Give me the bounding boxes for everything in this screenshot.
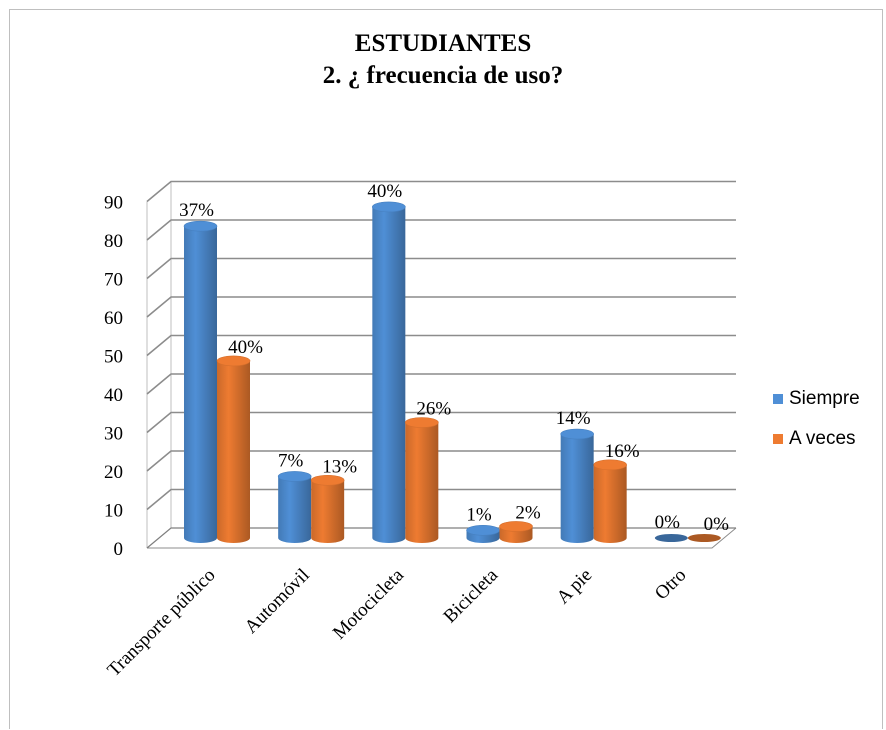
y-tick-label: 90 — [104, 193, 123, 214]
gridline — [146, 488, 736, 511]
gridline — [146, 296, 736, 318]
data-label-a-veces-otro: 0% — [704, 514, 730, 535]
gridline — [146, 257, 736, 280]
y-tick-label: 0 — [114, 539, 124, 560]
legend-swatch-a-veces — [773, 434, 783, 444]
category-label-otro: Otro — [651, 565, 690, 604]
category-label-automovil: Automóvil — [241, 565, 314, 638]
category-label-transporte-publico: Transporte público — [103, 565, 219, 681]
floor-edge — [147, 527, 737, 549]
y-tick-label: 30 — [104, 424, 123, 445]
chart-frame — [9, 9, 883, 729]
gridline — [146, 411, 736, 434]
category-label-a-pie: A pie — [553, 565, 597, 609]
bar-siempre-bicicleta — [466, 524, 500, 543]
chart-bars — [183, 201, 721, 543]
bar-siempre-otro — [654, 534, 688, 542]
chart-subtitle: 2. ¿ frecuencia de uso? — [322, 62, 564, 89]
data-label-siempre-automovil: 7% — [278, 450, 304, 471]
data-label-a-veces-motocicleta: 26% — [416, 399, 451, 420]
gridline — [146, 219, 736, 241]
y-axis-tick-labels: 0 10 20 30 40 50 60 70 80 90 — [104, 193, 123, 561]
bar-siempre-motocicleta — [372, 201, 406, 543]
chart-gridlines — [146, 180, 736, 549]
gridline — [146, 373, 736, 395]
bar-siempre-transporte-publico — [183, 220, 218, 543]
y-tick-label: 80 — [104, 231, 123, 252]
legend-label-a-veces: A veces — [789, 428, 856, 449]
legend-item-siempre[interactable]: Siempre — [773, 386, 860, 412]
y-tick-label: 60 — [104, 308, 123, 329]
y-tick-label: 50 — [104, 347, 123, 368]
y-tick-label: 40 — [104, 385, 123, 406]
data-label-a-veces-a-pie: 16% — [605, 441, 640, 462]
data-labels: 37% 40% 7% 13% 40% 26% 1% 2% 14% 16% 0% 0% — [179, 181, 729, 535]
chart-legend: Siempre A veces — [773, 386, 860, 466]
data-label-a-veces-bicicleta: 2% — [515, 502, 541, 523]
chart-title: ESTUDIANTES — [354, 30, 532, 57]
bar-siempre-automovil — [277, 471, 312, 543]
data-label-siempre-transporte-publico: 37% — [179, 200, 214, 221]
bar-a-veces-a-pie — [593, 459, 627, 543]
gridline — [146, 334, 736, 357]
y-tick-label: 20 — [104, 462, 123, 483]
data-label-siempre-a-pie: 14% — [556, 408, 591, 429]
legend-label-siempre: Siempre — [789, 388, 860, 409]
gridline — [146, 527, 736, 549]
data-label-a-veces-transporte-publico: 40% — [228, 337, 263, 358]
y-tick-label: 70 — [104, 270, 123, 291]
bar-a-veces-bicicleta — [499, 521, 533, 543]
legend-swatch-siempre — [773, 394, 783, 404]
x-axis-category-labels: Transporte público Automóvil Motocicleta Bi… — [103, 564, 690, 681]
data-label-siempre-bicicleta: 1% — [466, 504, 492, 525]
data-label-a-veces-automovil: 13% — [322, 456, 357, 477]
bar-a-veces-transporte-publico — [216, 355, 251, 543]
bar-siempre-a-pie — [560, 428, 594, 543]
bar-a-veces-automovil — [310, 474, 345, 543]
data-label-siempre-motocicleta: 40% — [367, 181, 402, 202]
bar-a-veces-motocicleta — [405, 417, 439, 543]
bar-a-veces-otro — [687, 534, 721, 542]
category-label-motocicleta: Motocicleta — [329, 564, 408, 643]
category-label-bicicleta: Bicicleta — [440, 564, 503, 627]
gridline — [146, 450, 736, 472]
data-label-siempre-otro: 0% — [655, 512, 681, 533]
legend-item-a-veces[interactable]: A veces — [773, 426, 860, 452]
y-tick-label: 10 — [104, 501, 123, 522]
chart-title-block: ESTUDIANTES 2. ¿ frecuencia de uso? — [0, 28, 886, 92]
gridline — [146, 180, 736, 203]
